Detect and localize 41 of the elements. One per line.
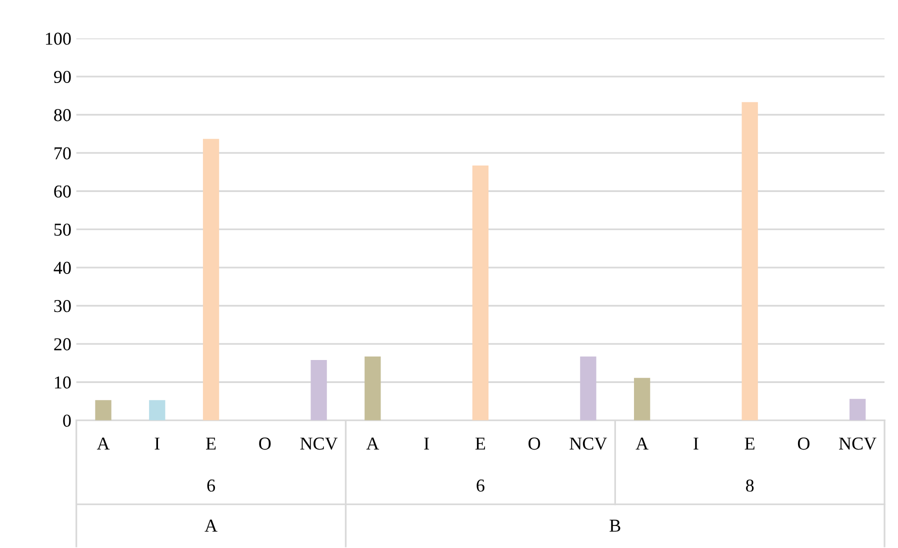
y-tick-label: 60	[54, 185, 71, 198]
x-tick-label: NCV	[839, 438, 876, 450]
x-tick-label: NCV	[570, 438, 608, 450]
bar	[634, 378, 650, 420]
x-tick-label: A	[636, 438, 648, 450]
x-tick-label: O	[259, 438, 271, 450]
x-tick-label: E	[206, 438, 216, 450]
bar	[149, 400, 166, 420]
y-tick-label: 50	[54, 224, 71, 236]
y-tick-label: 0	[63, 414, 71, 427]
y-tick-label: 70	[54, 147, 71, 160]
bar	[580, 356, 596, 420]
x-tick-label: A	[366, 438, 380, 450]
text: 6	[476, 480, 484, 492]
x-tick-label: E	[744, 438, 754, 450]
x-tick-label: O	[528, 438, 540, 450]
text: A	[204, 520, 218, 532]
y-tick-label: 10	[55, 376, 71, 389]
bar	[472, 166, 489, 420]
y-tick-label: 30	[54, 300, 71, 312]
y-tick-label: 100	[46, 32, 71, 45]
text: B	[610, 520, 620, 532]
bar	[364, 356, 381, 420]
bar	[742, 102, 758, 420]
bar	[95, 400, 112, 420]
x-tick-label: I	[154, 438, 160, 450]
text: 8	[746, 479, 754, 492]
bar	[202, 138, 220, 420]
y-tick-label: 90	[54, 70, 71, 83]
x-tick-label: I	[694, 438, 698, 450]
x-tick-label: I	[424, 438, 429, 450]
bar	[310, 360, 327, 420]
y-tick-label: 80	[54, 109, 71, 122]
text: 6	[207, 480, 216, 492]
x-tick-label: NCV	[300, 438, 338, 450]
y-tick-label: 20	[54, 338, 71, 350]
x-tick-label: E	[475, 438, 486, 450]
x-tick-label: O	[798, 438, 810, 450]
x-tick-label: A	[96, 438, 110, 450]
y-tick-label: 40	[54, 262, 71, 274]
bar	[850, 398, 866, 420]
